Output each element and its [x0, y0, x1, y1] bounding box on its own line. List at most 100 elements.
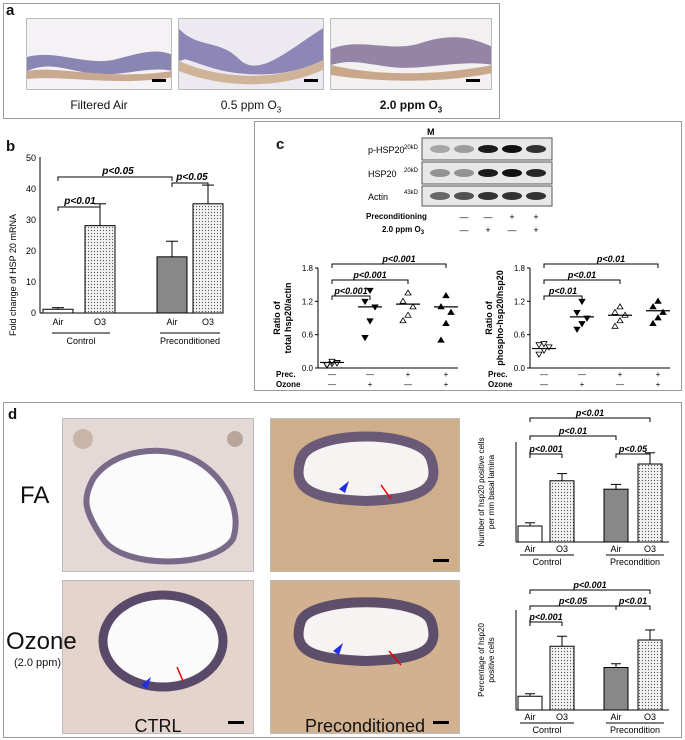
chart-d2-annotation: p<0.01 [618, 596, 647, 606]
chart-d2-bar [603, 667, 629, 711]
chart-c2-point [659, 308, 667, 315]
chart-b-ylabel: Fold change of HSP 20 mRNA [8, 214, 18, 336]
blot-band [526, 169, 546, 177]
chart-c2-point [654, 297, 662, 304]
caption-2ppm: 2.0 ppm O3 [379, 98, 443, 115]
chart-c2-point [616, 303, 624, 310]
chart-d1-annotation: p<0.01 [575, 408, 604, 418]
chart-d2-ylabel-2: positive cells [487, 637, 496, 682]
chart-c1-sign: + [406, 370, 411, 379]
chart-b-category: O3 [202, 317, 214, 327]
chart-c1-point [447, 308, 455, 315]
blot-row-label: HSP20 [368, 169, 397, 179]
caption-filtered-air: Filtered Air [70, 98, 128, 112]
chart-d1-category: O3 [644, 544, 656, 554]
chart-d1-category: O3 [556, 544, 568, 554]
chart-d1-bar [549, 480, 575, 543]
chart-c2-point [535, 342, 543, 349]
chart-c2-annotation: p<0.01 [567, 270, 596, 280]
chart-b-group-label: Control [66, 336, 95, 346]
chart-c2-ylabel: Ratio of [484, 300, 494, 334]
chart-c1-point [399, 317, 407, 324]
chart-c2-point [573, 310, 581, 317]
panel-c-label: c [276, 136, 285, 153]
chart-c2-sign: + [656, 380, 661, 389]
chart-c1-sign: — [366, 370, 374, 379]
chart-c2-point [578, 321, 586, 328]
micrograph-ozone-ctrl [62, 580, 254, 734]
micrograph-0.5ppm-ozone [178, 18, 324, 90]
chart-c1-point [366, 318, 374, 325]
blot-marker: M [427, 127, 435, 137]
blot-band [526, 145, 546, 153]
chart-c1-ylabel-2: total hsp20/actin [283, 282, 293, 353]
chart-c2-sign: + [580, 380, 585, 389]
blot-band [478, 169, 498, 177]
chart-d1-category: Air [611, 544, 622, 554]
chart-c2-point [611, 308, 619, 315]
chart-c1-point [361, 335, 369, 342]
chart-c2: 0.0 0.6 1.2 1.8 Ratio of phospho-hsp20/hsp20 p… [484, 254, 670, 389]
chart-d2-group-label: Control [532, 725, 561, 735]
chart-d1-ylabel: Number of hsp20 positive cells [477, 438, 486, 547]
chart-d2-bar [637, 639, 663, 711]
chart-b-category: Air [53, 317, 64, 327]
chart-c2-point [649, 319, 657, 326]
panel-d [3, 402, 682, 738]
chart-d1-annotation: p<0.05 [618, 444, 648, 454]
chart-b-bar [84, 225, 116, 314]
chart-d1-annotation: p<0.001 [528, 444, 562, 454]
chart-c2-annotation: p<0.01 [596, 254, 625, 264]
blot-band [430, 169, 450, 177]
row-label-fa: FA [20, 482, 50, 509]
chart-b-annotation: p<0.05 [175, 172, 208, 183]
chart-c1: 0.0 0.6 1.2 1.8 Ratio of total hsp20/actin p<0… [272, 254, 458, 389]
chart-c1-ytick: 0.6 [302, 331, 314, 340]
micrograph-filtered-air [26, 18, 172, 90]
panel-d-label: d [8, 406, 18, 423]
chart-c1-annotation: p<0.001 [333, 286, 367, 296]
chart-c1-point [437, 336, 445, 343]
chart-c2-ytick: 1.8 [514, 264, 526, 273]
blot-band [502, 169, 522, 177]
chart-c2-sign: — [578, 370, 586, 379]
chart-c2-point [545, 344, 553, 351]
chart-d2-bar [517, 695, 543, 711]
chart-c1-ytick: 0.0 [302, 364, 314, 373]
panel-a [3, 3, 500, 119]
blot-sign: + [533, 225, 538, 235]
chart-d2-ylabel: Percentage of hsp20 [477, 623, 486, 697]
chart-c2-annotation: p<0.01 [548, 286, 577, 296]
blot-band [454, 192, 474, 200]
chart-b-annotation: p<0.01 [63, 196, 96, 207]
chart-c1-point [409, 303, 417, 310]
blot-condition-label: Preconditioning [366, 212, 427, 221]
western-blot: M p-HSP20 HSP20 Actin 20kD 20kD 43kD Pre… [366, 127, 553, 236]
blot-band [430, 145, 450, 153]
micrograph-2ppm-ozone [330, 18, 492, 90]
blot-sign: + [485, 225, 490, 235]
blot-band [526, 192, 546, 200]
chart-c2-sign: — [540, 380, 548, 389]
blot-band [478, 145, 498, 153]
chart-c1-sign: + [444, 370, 449, 379]
panel-b-label: b [6, 138, 16, 155]
chart-c2-point [578, 298, 586, 306]
chart-c2-point [540, 341, 548, 348]
chart-c2-sign: + [618, 370, 623, 379]
chart-d2-category: Air [611, 712, 622, 722]
chart-d1-category: Air [525, 544, 536, 554]
blot-sign: — [460, 225, 469, 235]
chart-d2-annotation: p<0.05 [558, 596, 588, 606]
chart-d1: Number of hsp20 positive cells per mm bas… [477, 408, 669, 567]
blot-row-label: p-HSP20 [368, 145, 405, 155]
blot-band [478, 192, 498, 200]
chart-b: Fold change of HSP 20 mRNA 0 10 20 30 40… [8, 153, 224, 346]
chart-d2-bar [549, 645, 575, 711]
blot-size: 20kD [404, 145, 419, 151]
chart-c1-point [361, 298, 369, 306]
blot-band [454, 145, 474, 153]
chart-c2-sign: — [616, 380, 624, 389]
chart-b-bar [192, 203, 224, 314]
chart-c2-row-label: Ozone [488, 380, 513, 389]
